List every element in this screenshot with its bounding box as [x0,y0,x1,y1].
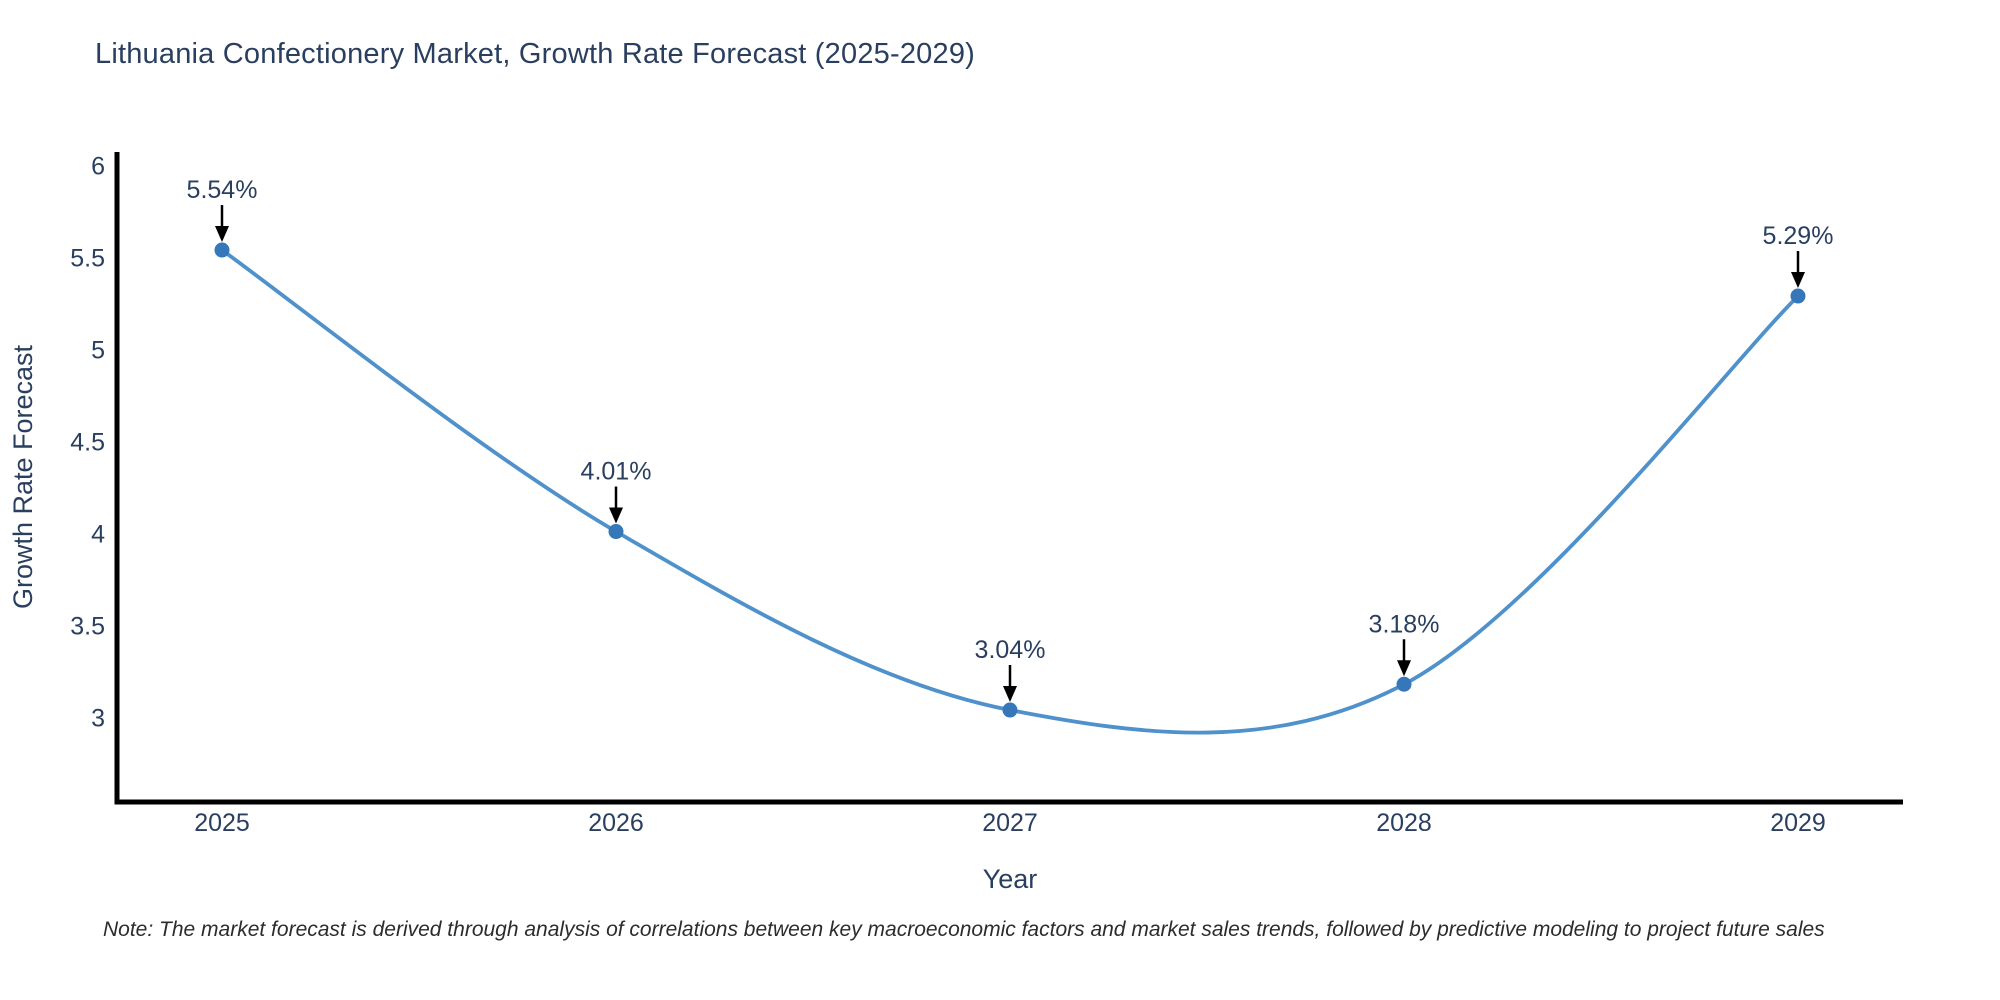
data-point-marker [214,242,230,258]
data-point-marker [1396,676,1412,692]
y-tick-label: 4 [91,520,105,548]
x-tick-label: 2025 [194,809,250,837]
annotation-arrow-head [1003,686,1017,703]
data-point-value-label: 3.18% [1369,610,1440,638]
data-point-value-label: 3.04% [975,636,1046,664]
y-tick-label: 5 [91,336,105,364]
data-point-value-label: 4.01% [581,458,652,486]
x-axis-title: Year [983,864,1038,894]
data-point-value-label: 5.54% [187,176,258,204]
annotation-arrow-head [609,507,623,524]
data-point-value-label: 5.29% [1763,222,1834,250]
data-point-marker [608,524,624,540]
chart-footnote: Note: The market forecast is derived thr… [103,918,1825,941]
y-tick-label: 6 [91,152,105,180]
x-tick-label: 2029 [1770,809,1826,837]
x-tick-label: 2027 [982,809,1038,837]
annotation-arrow-head [1791,272,1805,289]
x-tick-label: 2028 [1376,809,1432,837]
data-point-marker [1790,288,1806,304]
y-tick-label: 4.5 [70,428,105,456]
y-tick-label: 3.5 [70,612,105,640]
x-tick-label: 2026 [588,809,644,837]
annotation-arrow-head [215,226,229,243]
y-axis-title: Growth Rate Forecast [8,344,38,609]
y-tick-label: 3 [91,704,105,732]
chart-title: Lithuania Confectionery Market, Growth R… [95,38,976,70]
data-point-marker [1002,702,1018,718]
annotation-arrow-head [1397,660,1411,677]
y-tick-label: 5.5 [70,244,105,272]
